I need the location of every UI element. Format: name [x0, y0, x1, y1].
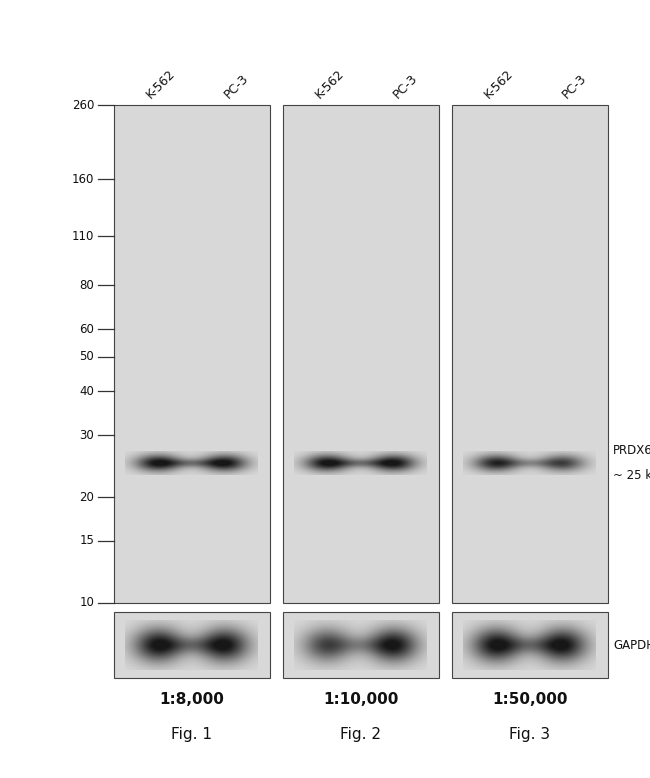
Text: K-562: K-562 [482, 67, 515, 101]
Text: Fig. 2: Fig. 2 [340, 727, 382, 741]
Bar [452, 105, 608, 603]
Text: PC-3: PC-3 [391, 72, 420, 101]
Bar [114, 612, 270, 678]
Text: 20: 20 [79, 490, 94, 503]
Text: 50: 50 [79, 350, 94, 363]
Text: ~ 25 kDa: ~ 25 kDa [613, 469, 650, 482]
Text: 80: 80 [79, 279, 94, 292]
Text: PC-3: PC-3 [222, 72, 251, 101]
Bar [283, 105, 439, 603]
Text: PRDX6: PRDX6 [613, 443, 650, 457]
Text: 1:10,000: 1:10,000 [323, 692, 398, 707]
Text: K-562: K-562 [313, 67, 346, 101]
Text: PC-3: PC-3 [560, 72, 589, 101]
Text: 260: 260 [72, 99, 94, 111]
Bar [283, 612, 439, 678]
Text: 110: 110 [72, 230, 94, 243]
Text: GAPDH: GAPDH [613, 639, 650, 652]
Text: 10: 10 [79, 597, 94, 609]
Text: Fig. 1: Fig. 1 [171, 727, 213, 741]
Text: 1:8,000: 1:8,000 [159, 692, 224, 707]
Text: K-562: K-562 [144, 67, 177, 101]
Text: 60: 60 [79, 323, 94, 335]
Text: 160: 160 [72, 173, 94, 186]
Text: 30: 30 [79, 429, 94, 442]
Bar [452, 612, 608, 678]
Bar [114, 105, 270, 603]
Text: 15: 15 [79, 534, 94, 548]
Text: 1:50,000: 1:50,000 [492, 692, 567, 707]
Text: Fig. 3: Fig. 3 [509, 727, 551, 741]
Text: 40: 40 [79, 384, 94, 398]
